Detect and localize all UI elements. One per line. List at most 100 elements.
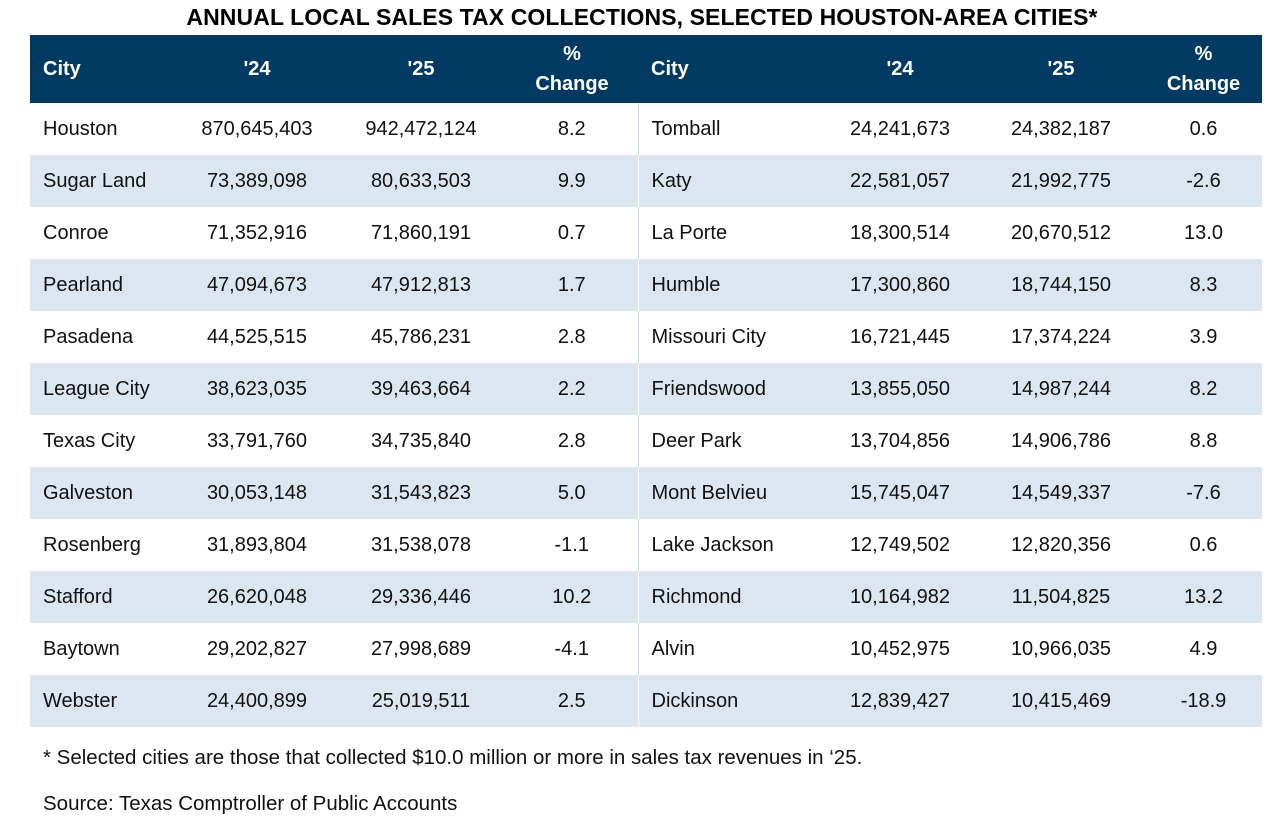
cell-2025: 27,998,689: [370, 637, 472, 660]
cell-2025: 14,987,244: [1010, 377, 1112, 400]
header-pct-change-left: % Change: [506, 35, 638, 103]
cell-pct-change: -2.6: [1186, 169, 1221, 192]
cell-city: Baytown: [43, 637, 120, 660]
cell-2025: 14,549,337: [1010, 481, 1112, 504]
cell-city: Rosenberg: [43, 533, 141, 556]
cell-2024: 47,094,673: [206, 273, 308, 296]
cell-pct-change: 2.8: [557, 429, 586, 452]
cell-2025: 25,019,511: [371, 689, 471, 712]
sales-tax-table: City '24 '25 % Change City '24 '25 % Chang…: [30, 35, 1262, 727]
cell-2024: 13,704,856: [849, 429, 951, 452]
header-change-word: Change: [1166, 73, 1241, 95]
cell-2025: 39,463,664: [370, 377, 472, 400]
cell-pct-change: 2.5: [557, 689, 586, 712]
cell-city: Conroe: [43, 221, 109, 244]
cell-2024: 13,855,050: [849, 377, 951, 400]
cell-city: Missouri City: [637, 311, 823, 363]
cell-2025: 21,992,775: [1010, 169, 1112, 192]
cell-city: Mont Belvieu: [637, 467, 823, 519]
cell-city: La Porte: [637, 207, 823, 259]
cell-pct-change: 8.3: [1189, 273, 1218, 296]
table-row: Rosenberg 31,893,804 31,538,078 -1.1 Lake Ja…: [30, 519, 1262, 571]
cell-city: Dickinson: [637, 675, 823, 727]
header-pct-symbol: %: [563, 43, 581, 65]
cell-city: League City: [43, 377, 150, 400]
cell-2025: 14,906,786: [1010, 429, 1112, 452]
cell-pct-change: 0.7: [557, 221, 586, 244]
cell-2025: 34,735,840: [370, 429, 472, 452]
cell-pct-change: 0.6: [1189, 117, 1218, 140]
table-row: League City 38,623,035 39,463,664 2.2 Friend…: [30, 363, 1262, 415]
cell-2024: 31,893,804: [206, 533, 308, 556]
cell-city: Webster: [43, 689, 118, 712]
cell-2025: 24,382,187: [1010, 117, 1112, 140]
footnote: * Selected cities are those that collect…: [43, 746, 863, 769]
cell-pct-change: 1.7: [557, 273, 586, 296]
cell-2024: 12,839,427: [849, 689, 951, 712]
table-row: Galveston 30,053,148 31,543,823 5.0 Mont Bel…: [30, 467, 1262, 519]
cell-city: Stafford: [43, 585, 113, 608]
table-row: Conroe 71,352,916 71,860,191 0.7 La Porte 18,…: [30, 207, 1262, 259]
cell-2024: 29,202,827: [206, 637, 308, 660]
table-row: Stafford 26,620,048 29,336,446 10.2 Richmond…: [30, 571, 1262, 623]
cell-city: Humble: [637, 259, 823, 311]
table-title: ANNUAL LOCAL SALES TAX COLLECTIONS, SELE…: [186, 4, 1098, 30]
cell-pct-change: 3.9: [1189, 325, 1218, 348]
cell-2024: 73,389,098: [206, 169, 308, 192]
cell-2025: 20,670,512: [1010, 221, 1112, 244]
cell-2025: 942,472,124: [365, 117, 477, 140]
cell-2024: 24,400,899: [206, 689, 308, 712]
cell-city: Lake Jackson: [637, 519, 823, 571]
cell-2025: 45,786,231: [370, 325, 472, 348]
cell-2024: 12,749,502: [849, 533, 951, 556]
table-row: Baytown 29,202,827 27,998,689 -4.1 Alvin 10,4…: [30, 623, 1262, 675]
cell-2024: 38,623,035: [206, 377, 308, 400]
cell-pct-change: 8.2: [1189, 377, 1218, 400]
header-2025-right: '25: [1047, 58, 1075, 80]
cell-city: Galveston: [43, 481, 134, 504]
cell-2024: 15,745,047: [849, 481, 951, 504]
cell-2025: 17,374,224: [1010, 325, 1112, 348]
cell-2025: 47,912,813: [370, 273, 472, 296]
table-row: Webster 24,400,899 25,019,511 2.5 Dickinson 1…: [30, 675, 1262, 727]
table-row: Pasadena 44,525,515 45,786,231 2.8 Missouri …: [30, 311, 1262, 363]
cell-2024: 17,300,860: [849, 273, 951, 296]
cell-2025: 18,744,150: [1010, 273, 1112, 296]
header-city-right: City: [651, 58, 689, 80]
cell-pct-change: 8.8: [1189, 429, 1218, 452]
cell-city: Pasadena: [43, 325, 134, 348]
cell-2024: 10,164,982: [849, 585, 951, 608]
cell-city: Richmond: [637, 571, 823, 623]
cell-2024: 33,791,760: [206, 429, 308, 452]
cell-2024: 44,525,515: [206, 325, 308, 348]
cell-2024: 16,721,445: [849, 325, 951, 348]
cell-2024: 71,352,916: [206, 221, 308, 244]
cell-2024: 26,620,048: [206, 585, 308, 608]
header-pct-change-right: % Change: [1145, 35, 1262, 103]
cell-pct-change: 10.2: [552, 585, 592, 608]
cell-2024: 24,241,673: [849, 117, 951, 140]
cell-pct-change: -18.9: [1180, 689, 1227, 712]
cell-2025: 10,966,035: [1010, 637, 1112, 660]
cell-2025: 31,543,823: [370, 481, 472, 504]
cell-2025: 29,336,446: [370, 585, 472, 608]
cell-city: Texas City: [43, 429, 136, 452]
cell-pct-change: 0.6: [1189, 533, 1218, 556]
cell-pct-change: 4.9: [1189, 637, 1218, 660]
cell-pct-change: 8.2: [557, 117, 586, 140]
cell-pct-change: -7.6: [1186, 481, 1221, 504]
header-2024-right: '24: [886, 58, 914, 80]
table-row: Houston 870,645,403 942,472,124 8.2 Tomball 2…: [30, 103, 1262, 155]
table-row: Sugar Land 73,389,098 80,633,503 9.9 Katy 22,…: [30, 155, 1262, 207]
table-row: Pearland 47,094,673 47,912,813 1.7 Humble 17,…: [30, 259, 1262, 311]
table-header-row: City '24 '25 % Change City '24 '25 % Chang…: [30, 35, 1262, 103]
table-row: Texas City 33,791,760 34,735,840 2.8 Deer Pa…: [30, 415, 1262, 467]
cell-city: Alvin: [637, 623, 823, 675]
cell-2025: 11,504,825: [1011, 585, 1111, 608]
source-note: Source: Texas Comptroller of Public Acco…: [43, 792, 458, 815]
cell-pct-change: 5.0: [557, 481, 586, 504]
header-city-left: City: [43, 58, 81, 80]
cell-2025: 10,415,469: [1010, 689, 1112, 712]
cell-city: Sugar Land: [43, 169, 147, 192]
cell-pct-change: 2.8: [557, 325, 586, 348]
